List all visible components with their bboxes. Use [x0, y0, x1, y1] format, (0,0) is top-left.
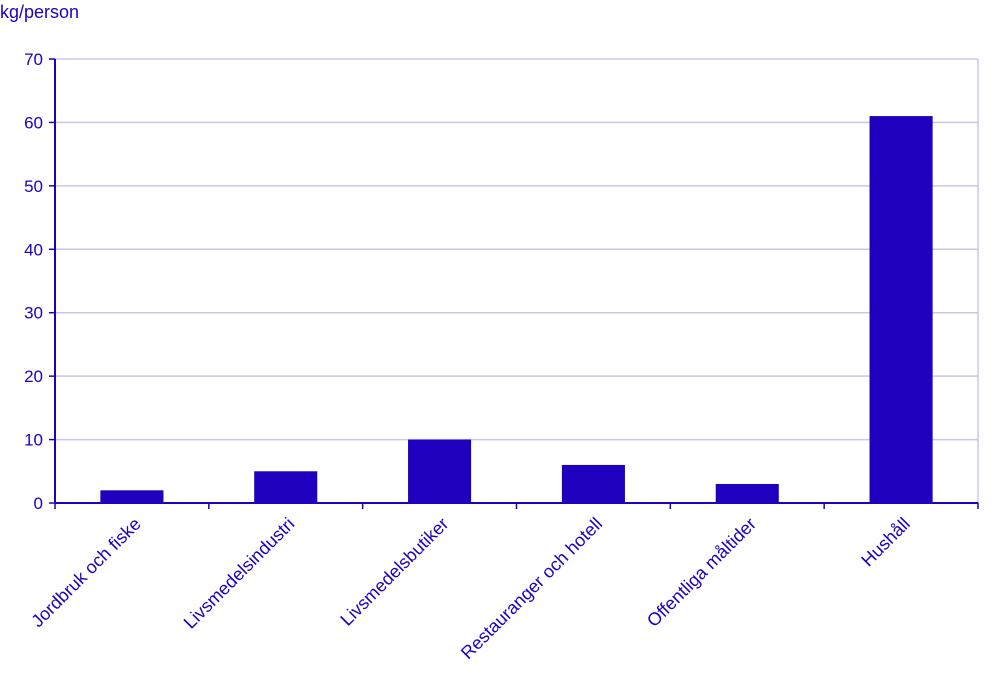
y-tick-label: 30: [24, 304, 43, 323]
bar: [408, 439, 472, 503]
bar: [561, 464, 625, 503]
x-tick-label: Offentliga måltider: [643, 514, 760, 631]
y-tick-label: 60: [24, 113, 43, 132]
bar: [100, 490, 164, 503]
x-tick-label: Livsmedelsindustri: [180, 514, 299, 633]
y-tick-label: 50: [24, 177, 43, 196]
y-tick-label: 0: [34, 494, 43, 513]
y-tick-labels: 0 10 20 30 40 50 60 70: [24, 50, 43, 513]
y-tick-label: 70: [24, 50, 43, 69]
grid-lines: [55, 58, 979, 503]
y-axis-unit-label: kg/person: [0, 2, 80, 22]
y-tick-label: 20: [24, 367, 43, 386]
y-tick-label: 10: [24, 431, 43, 450]
bar: [869, 116, 933, 503]
x-tick-labels: Jordbruk och fiske Livsmedelsindustri Livs…: [27, 514, 914, 663]
bar: [254, 471, 318, 503]
bar: [715, 483, 779, 503]
x-tick-label: Jordbruk och fiske: [27, 514, 144, 631]
x-tick-label: Livsmedelsbutiker: [336, 514, 452, 630]
y-tick-label: 40: [24, 240, 43, 259]
x-tick-label: Restauranger och hotell: [457, 514, 606, 663]
bars: [100, 116, 933, 503]
x-tick-label: Hushåll: [857, 514, 914, 571]
axes: [49, 58, 979, 509]
